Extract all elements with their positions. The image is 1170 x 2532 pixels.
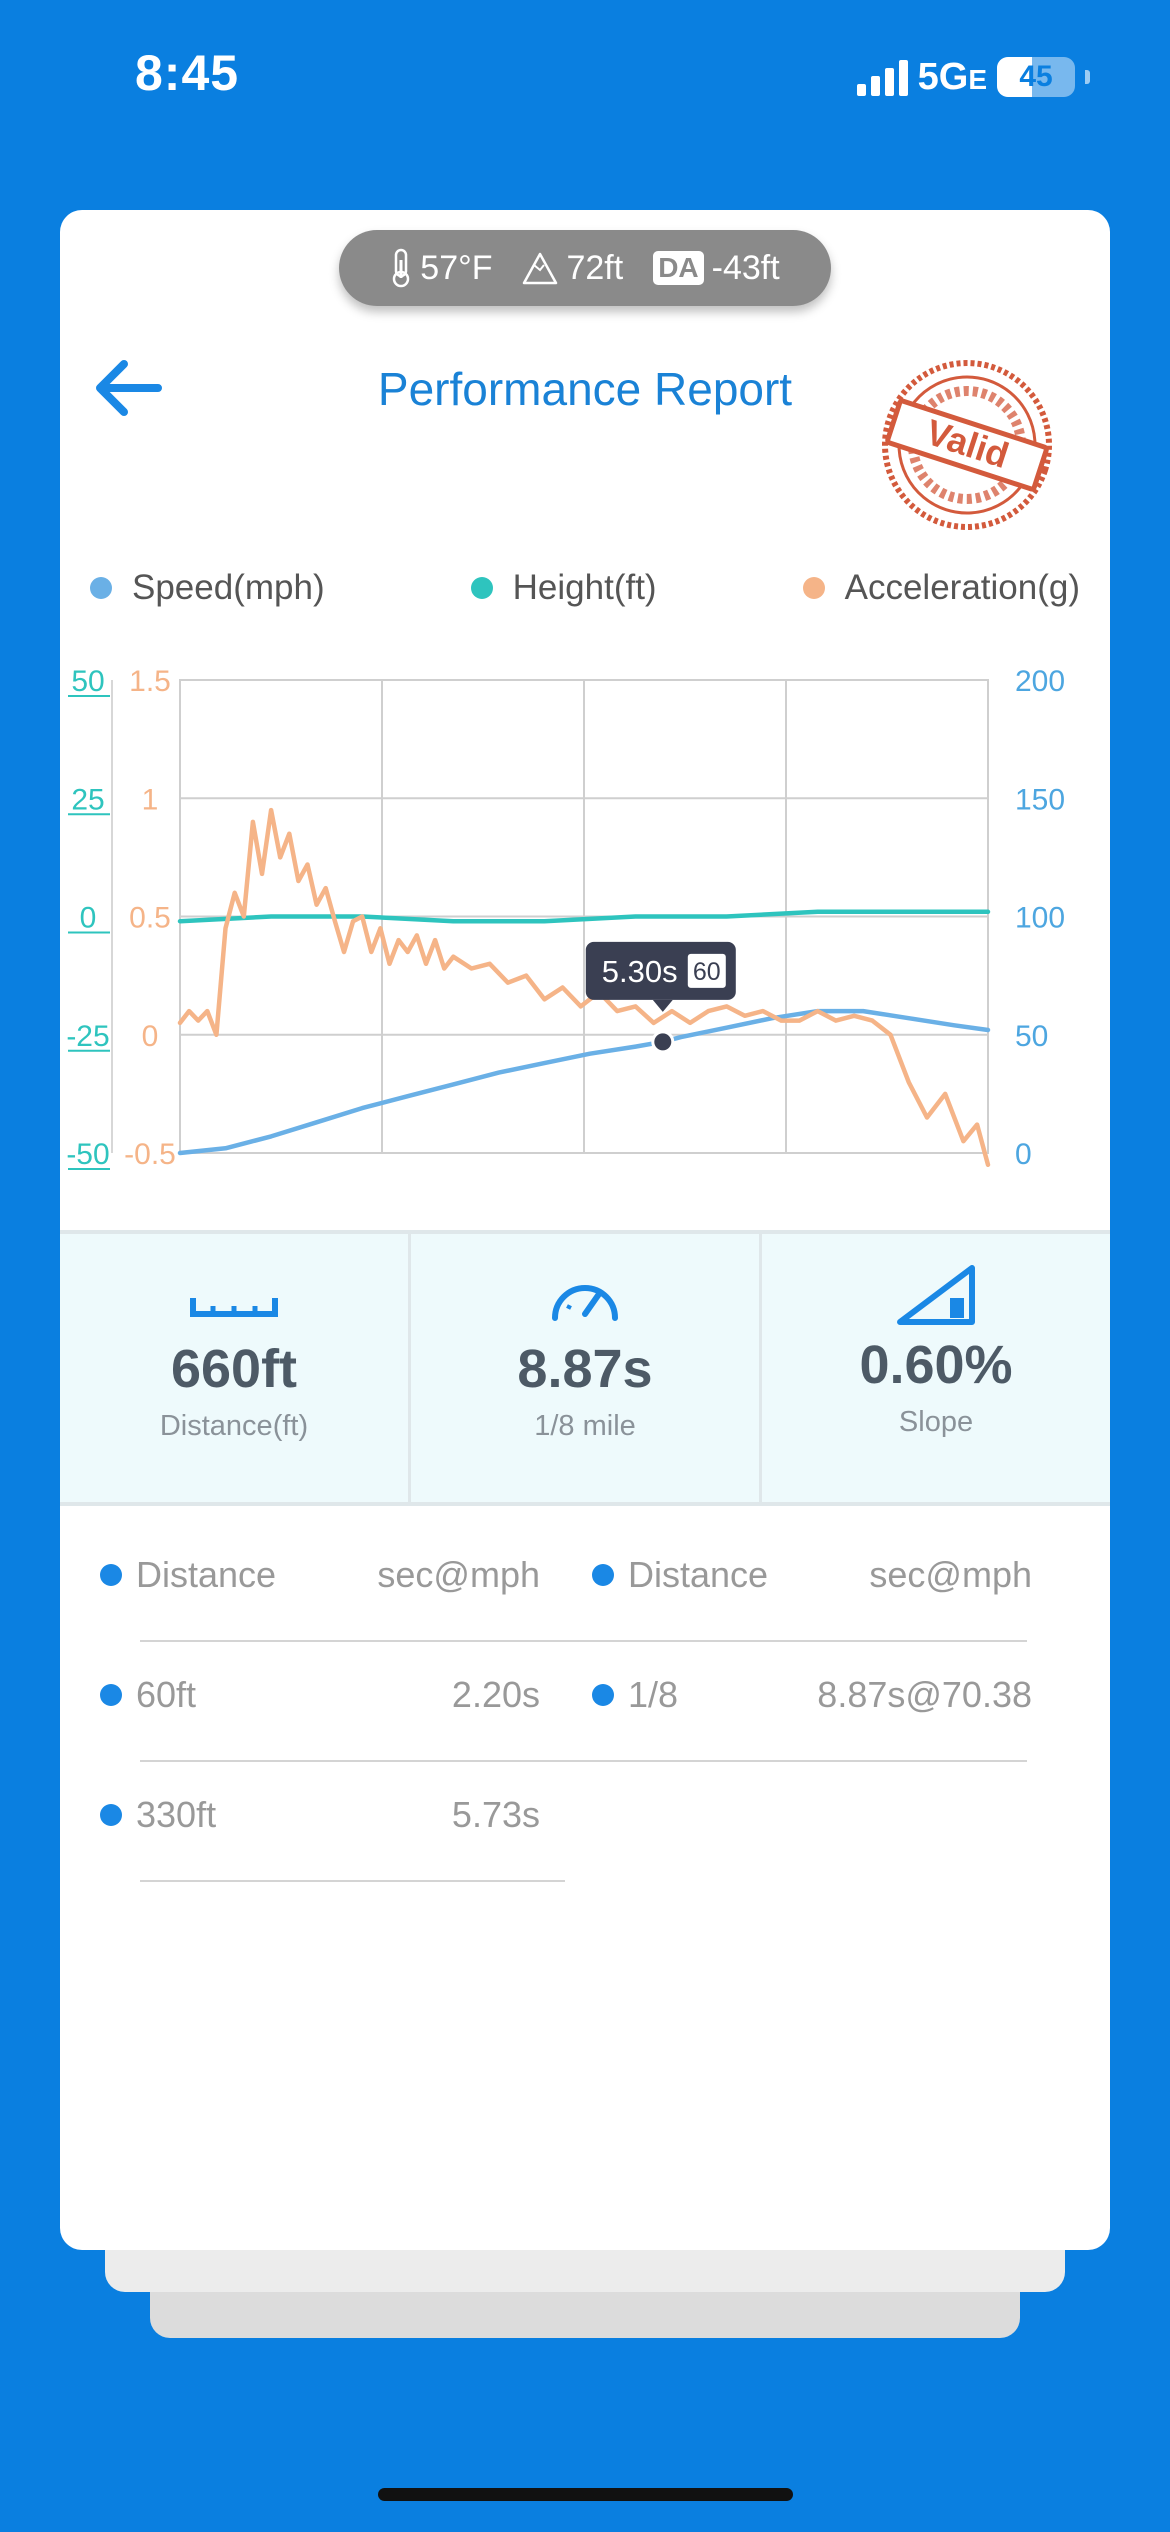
header-distance: Distance <box>136 1554 277 1595</box>
ruler-icon <box>190 1298 278 1317</box>
result-cell: 330ft 5.73s <box>100 1780 540 1850</box>
table-row: 60ft 2.20s 1/8 8.87s@70.38 <box>60 1660 1110 1730</box>
legend-label: Acceleration(g) <box>844 568 1080 607</box>
speed-series-line <box>177 1008 991 1156</box>
result-time: 5.73s <box>451 1794 540 1835</box>
result-time: 8.87s@70.38 <box>817 1674 1032 1715</box>
legend-dot <box>90 577 112 599</box>
elevation: 72ft <box>522 249 623 288</box>
height-tick-label: 50 <box>71 665 104 698</box>
divider <box>140 1640 1027 1642</box>
stat-time: 8.87s 1/8 mile <box>408 1234 759 1502</box>
result-distance: 330ft <box>136 1794 217 1835</box>
acceleration-tick-label: 1 <box>142 783 159 816</box>
mountain-icon <box>523 252 558 285</box>
bullet <box>100 1684 122 1706</box>
chart-legend: Speed(mph) Height(ft) Acceleration(g) <box>90 568 1080 608</box>
legend-label: Height(ft) <box>512 568 657 607</box>
status-time: 8:45 <box>135 45 240 101</box>
tooltip-speed-badge <box>687 953 726 988</box>
temperature: 57°F <box>390 248 492 288</box>
stat-value: 0.60% <box>859 1335 1013 1395</box>
elevation-value: 72ft <box>566 248 624 287</box>
tooltip-point[interactable] <box>651 1030 675 1054</box>
tooltip-time: 5.30s <box>602 954 678 989</box>
acceleration-tick-label: 1.5 <box>129 665 171 698</box>
legend-label: Speed(mph) <box>132 568 325 607</box>
signal-icon <box>856 58 908 96</box>
home-indicator[interactable] <box>378 2488 793 2501</box>
bullet <box>100 1564 122 1586</box>
density-altitude-value: -43ft <box>711 248 780 287</box>
acceleration-tick-label: 0 <box>142 1020 159 1053</box>
legend-dot <box>802 577 825 599</box>
thermometer-icon <box>393 248 410 288</box>
header-time: sec@mph <box>869 1554 1032 1595</box>
density-altitude: DA -43ft <box>653 249 780 288</box>
legend-speed[interactable]: Speed(mph) <box>90 568 325 608</box>
stat-value: 8.87s <box>517 1339 653 1399</box>
divider <box>140 1880 565 1882</box>
stat-distance: 660ft Distance(ft) <box>60 1234 408 1502</box>
back-arrow-icon <box>96 360 162 416</box>
acceleration-tick-label: 0.5 <box>129 902 171 935</box>
table-row: 330ft 5.73s <box>60 1780 1110 1850</box>
battery-level: 45 <box>1019 60 1053 93</box>
battery-fill <box>997 57 1033 97</box>
speed-tick-label: 200 <box>1015 665 1065 698</box>
summary-stats: 660ft Distance(ft) 8.87s 1/8 mile 0.60% … <box>60 1230 1110 1506</box>
stat-label: Distance(ft) <box>159 1410 309 1442</box>
results-header: Distance sec@mph Distance sec@mph <box>60 1540 1110 1610</box>
network-indicator: 5GE <box>918 56 987 99</box>
result-distance: 60ft <box>136 1674 197 1715</box>
speed-tick-label: 0 <box>1015 1138 1032 1171</box>
result-cell: 1/8 8.87s@70.38 <box>592 1660 1032 1730</box>
conditions-pill: 57°F 72ft DA -43ft <box>339 230 831 306</box>
acceleration-tick-label: -0.5 <box>124 1138 176 1171</box>
height-tick-label: -50 <box>66 1138 109 1171</box>
page-title: Performance Report <box>377 363 793 415</box>
network-suffix: E <box>968 63 987 95</box>
header-cell-left: Distance sec@mph <box>100 1540 540 1610</box>
status-indicators: 5GE 45 <box>856 52 1090 102</box>
legend-acceleration[interactable]: Acceleration(g) <box>802 568 1080 608</box>
height-tick-label: 0 <box>80 902 97 935</box>
stat-slope: 0.60% Slope <box>759 1234 1110 1502</box>
header-time: sec@mph <box>377 1554 540 1595</box>
battery-icon: 45 <box>997 57 1075 97</box>
speed-tick-label: 150 <box>1015 783 1065 816</box>
speed-tick-label: 100 <box>1015 902 1065 935</box>
legend-height[interactable]: Height(ft) <box>470 568 657 608</box>
acceleration-series-line <box>177 807 991 1168</box>
bullet <box>592 1684 614 1706</box>
legend-dot <box>470 577 493 599</box>
tooltip-speed: 60 <box>693 958 721 986</box>
battery-tip <box>1085 70 1090 84</box>
result-distance: 1/8 <box>628 1674 679 1715</box>
result-time: 2.20s <box>451 1674 540 1715</box>
speedometer-icon <box>552 1285 618 1321</box>
stat-value: 660ft <box>170 1339 298 1399</box>
da-badge: DA <box>653 251 704 285</box>
slope-icon <box>897 1265 975 1325</box>
height-series-line <box>177 909 991 924</box>
temperature-value: 57°F <box>420 248 493 287</box>
network-label: 5G <box>917 55 969 98</box>
tooltip-pointer <box>652 999 673 1012</box>
back-button[interactable] <box>88 350 168 430</box>
header-distance: Distance <box>628 1554 769 1595</box>
report-card: 57°F 72ft DA -43ft Performance Report Va… <box>60 210 1110 2250</box>
bullet <box>100 1804 122 1826</box>
stat-label: 1/8 mile <box>534 1410 636 1442</box>
result-cell: 60ft 2.20s <box>100 1660 540 1730</box>
height-tick-label: -25 <box>66 1020 109 1053</box>
stat-label: Slope <box>898 1406 974 1438</box>
divider <box>140 1760 1027 1762</box>
performance-chart[interactable]: 50 25 0 -25 -50 1.5 1 0.5 0 -0.5 200 150 100 50 0 5.30s… <box>60 650 1110 1210</box>
header-cell-right: Distance sec@mph <box>592 1540 1032 1610</box>
height-tick-label: 25 <box>71 783 104 816</box>
speed-tick-label: 50 <box>1015 1020 1048 1053</box>
valid-stamp: Valid <box>882 360 1052 530</box>
bullet <box>592 1564 614 1586</box>
